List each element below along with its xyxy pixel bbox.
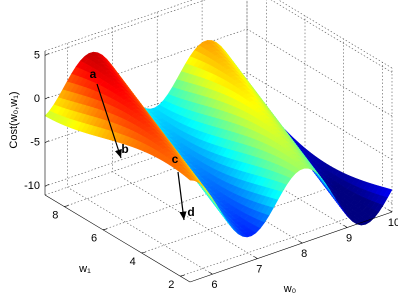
box-edge [278, 0, 393, 69]
z-tick [44, 140, 50, 143]
x-tick-label: 6 [211, 279, 217, 291]
annotation: c [172, 152, 179, 166]
y-tick-label: 2 [168, 279, 174, 291]
x-axis-label: w₀ [283, 283, 297, 295]
annotation: a [90, 67, 97, 81]
y-tick-label: 8 [52, 210, 58, 222]
x-tick [209, 271, 213, 275]
z-tick [44, 53, 50, 56]
x-tick-label: 10 [388, 217, 398, 229]
annotation: b [121, 142, 128, 156]
annotation-arrow [177, 171, 187, 221]
z-tick-label: 5 [34, 49, 40, 61]
y-tick [141, 251, 146, 254]
z-tick [44, 184, 50, 187]
y-tick [180, 274, 185, 277]
x-tick-label: 9 [346, 232, 352, 244]
surface-patch [185, 176, 196, 181]
x-tick [254, 256, 258, 259]
box-edge [44, 124, 248, 196]
z-tick-label: -5 [30, 137, 40, 149]
x-tick [343, 225, 348, 228]
z-axis-label: Cost(w₀,w₁) [8, 91, 20, 148]
x-tick-label: 8 [301, 248, 307, 260]
x-axis [189, 211, 393, 283]
box-edge [44, 0, 194, 52]
x-tick-label: 7 [256, 264, 262, 276]
z-tick [44, 96, 50, 100]
annotation-arrow [96, 83, 122, 159]
y-tick [64, 205, 69, 207]
z-tick-label: -10 [24, 180, 40, 192]
z-tick-label: 0 [34, 93, 40, 105]
surface [44, 40, 393, 238]
x-tick [299, 240, 303, 244]
grid-line [67, 43, 213, 275]
y-tick-label: 6 [91, 233, 97, 245]
y-axis-label: w₁ [78, 263, 91, 275]
x-tick [388, 209, 393, 213]
y-axis [44, 194, 191, 283]
y-tick [102, 228, 108, 231]
y-tick-label: 4 [130, 256, 136, 268]
annotation: d [187, 205, 194, 219]
